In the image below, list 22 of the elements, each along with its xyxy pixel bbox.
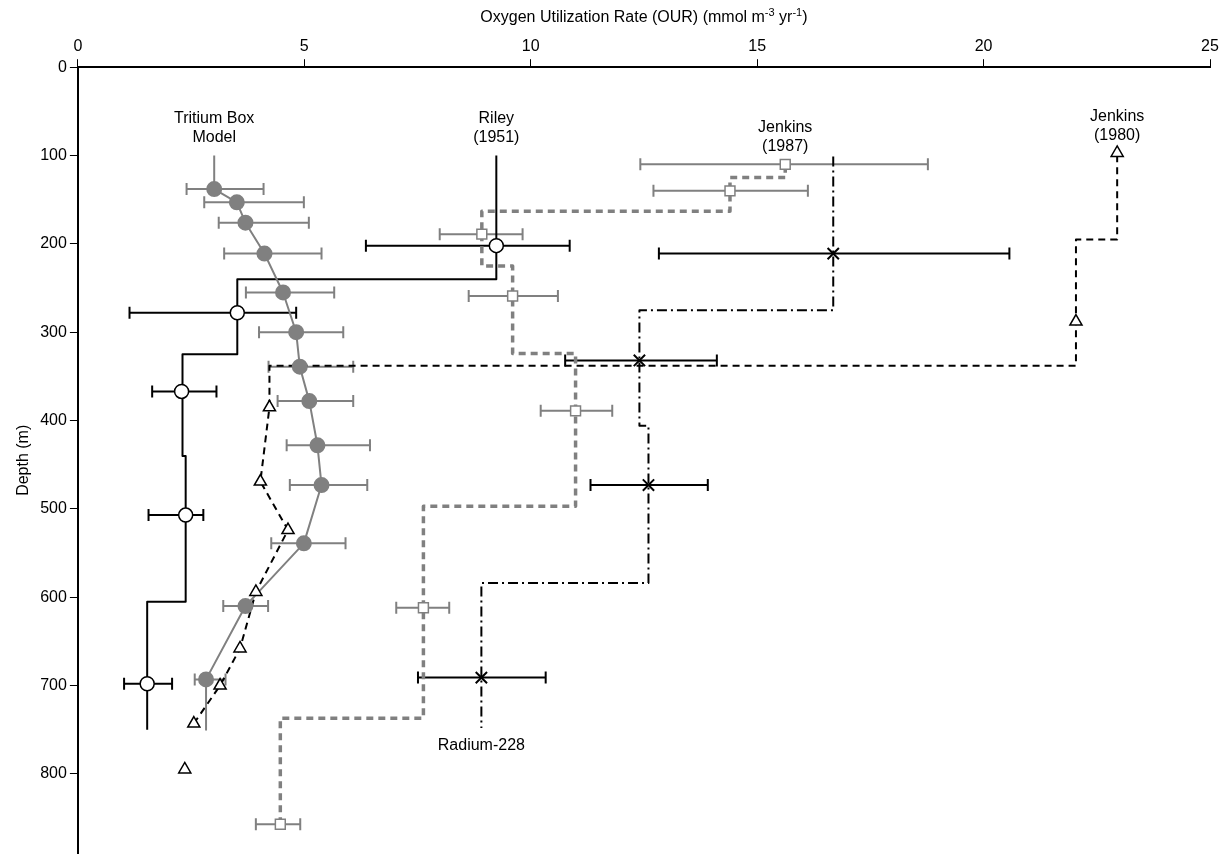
y-tick-label: 800 (40, 764, 67, 782)
y-tick-label: 300 (40, 322, 67, 340)
y-tick-label: 600 (40, 587, 67, 605)
y-tick-label: 100 (40, 145, 67, 163)
x-tick-label: 0 (73, 37, 83, 55)
series-label: Riley (1951) (473, 109, 520, 146)
x-tick-label: 15 (748, 37, 767, 55)
y-tick-label: 200 (40, 234, 67, 252)
y-tick-label: 400 (40, 410, 67, 428)
series-label: Jenkins (1980) (1090, 106, 1145, 143)
series-label: Radium-228 (437, 735, 526, 753)
y-tick-label: 500 (40, 499, 67, 517)
series-label: Tritium Box Model (174, 109, 255, 146)
x-axis-title: Oxygen Utilization Rate (OUR) (mmol m$^{-3}$ yr$^{-1}$) (480, 6, 808, 27)
x-tick-label: 5 (299, 37, 309, 55)
x-tick-label: 20 (974, 37, 993, 55)
series-label: Jenkins (1987) (758, 118, 813, 155)
y-tick-label: 700 (40, 675, 67, 693)
x-tick-label: 10 (521, 37, 540, 55)
x-tick-label: 25 (1201, 37, 1219, 55)
y-tick-label: 0 (57, 57, 67, 75)
y-axis-title: Depth (m) (14, 424, 32, 496)
